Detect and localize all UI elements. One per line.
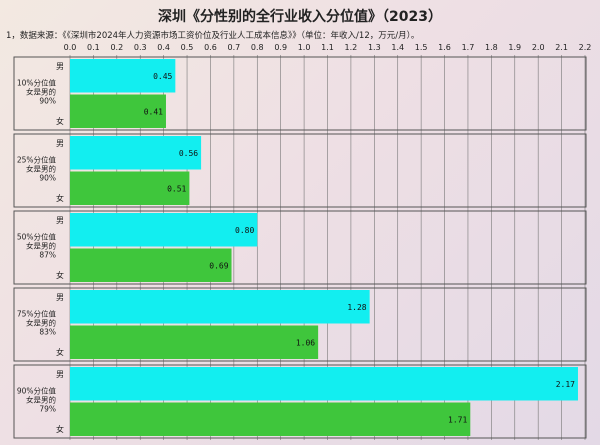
female-label: 女: [56, 424, 64, 434]
male-value-label: 2.17: [556, 380, 575, 389]
x-tick-label: 0.1: [87, 43, 100, 52]
x-tick-label: 0.9: [274, 43, 287, 52]
chart-title: 深圳《分性别的全行业收入分位值》（2023）: [158, 9, 442, 25]
x-tick-label: 0.4: [157, 43, 170, 52]
x-tick-label: 0.3: [134, 43, 147, 52]
male-bar: [70, 367, 578, 401]
x-tick-label: 1.7: [462, 43, 475, 52]
female-value-label: 0.41: [144, 107, 163, 116]
x-tick-label: 0.7: [227, 43, 240, 52]
x-tick-label: 0.6: [204, 43, 217, 52]
category-label: 25%分位值: [17, 155, 57, 165]
category-label: 女是男的: [26, 87, 56, 97]
male-label: 男: [56, 370, 64, 379]
category-label: 75%分位值: [17, 309, 57, 319]
category-label: 90%: [39, 174, 56, 183]
category-label: 10%分位值: [17, 78, 57, 88]
x-tick-label: 2.2: [579, 43, 592, 52]
female-value-label: 1.71: [448, 415, 467, 424]
male-bar: [70, 213, 258, 247]
male-value-label: 0.56: [179, 149, 198, 158]
category-label: 83%: [39, 328, 56, 337]
x-tick-label: 1.2: [345, 43, 358, 52]
x-tick-label: 1.0: [298, 43, 311, 52]
male-label: 男: [56, 216, 64, 225]
female-bar: [70, 248, 232, 282]
category-label: 50%分位值: [17, 232, 57, 242]
x-tick-label: 2.1: [555, 43, 568, 52]
category-label: 90%分位值: [17, 386, 57, 396]
x-tick-label: 1.4: [391, 43, 404, 52]
data-source-note: 1，数据来源：《《深圳市2024年人力资源市场工资价位及行业人工成本信息》》（单…: [6, 31, 420, 41]
category-label: 87%: [39, 251, 56, 260]
x-tick-label: 1.5: [415, 43, 428, 52]
male-value-label: 0.80: [235, 226, 254, 235]
male-label: 男: [56, 139, 64, 148]
group-panel: [13, 210, 587, 285]
group-panel: [13, 364, 587, 439]
female-bar: [70, 171, 190, 205]
x-tick-label: 1.8: [485, 43, 498, 52]
male-bar: [70, 59, 176, 93]
female-label: 女: [56, 116, 64, 126]
x-tick-label: 0.2: [110, 43, 123, 52]
group-panel: [13, 287, 587, 362]
category-label: 90%: [39, 97, 56, 106]
group-panel: [13, 133, 587, 208]
male-label: 男: [56, 62, 64, 71]
category-label: 女是男的: [26, 318, 56, 328]
category-label: 女是男的: [26, 241, 56, 251]
female-bar: [70, 325, 319, 359]
female-label: 女: [56, 270, 64, 280]
female-label: 女: [56, 193, 64, 203]
male-bar: [70, 290, 370, 324]
category-label: 79%: [39, 405, 56, 414]
x-tick-label: 1.6: [438, 43, 451, 52]
x-tick-label: 2.0: [532, 43, 545, 52]
female-value-label: 1.06: [296, 338, 315, 347]
x-tick-label: 1.3: [368, 43, 381, 52]
x-tick-label: 1.1: [321, 43, 334, 52]
group-panel: [13, 56, 587, 131]
category-label: 女是男的: [26, 395, 56, 405]
x-tick-label: 0.8: [251, 43, 264, 52]
female-bar: [70, 402, 471, 436]
x-tick-label: 1.9: [508, 43, 521, 52]
category-label: 女是男的: [26, 164, 56, 174]
female-value-label: 0.69: [209, 261, 228, 270]
male-bar: [70, 136, 202, 170]
female-bar: [70, 94, 166, 128]
x-tick-label: 0.5: [181, 43, 194, 52]
female-label: 女: [56, 347, 64, 357]
female-value-label: 0.51: [167, 184, 186, 193]
male-value-label: 0.45: [153, 72, 172, 81]
male-label: 男: [56, 293, 64, 302]
male-value-label: 1.28: [347, 303, 366, 312]
x-tick-label: 0.0: [64, 43, 77, 52]
